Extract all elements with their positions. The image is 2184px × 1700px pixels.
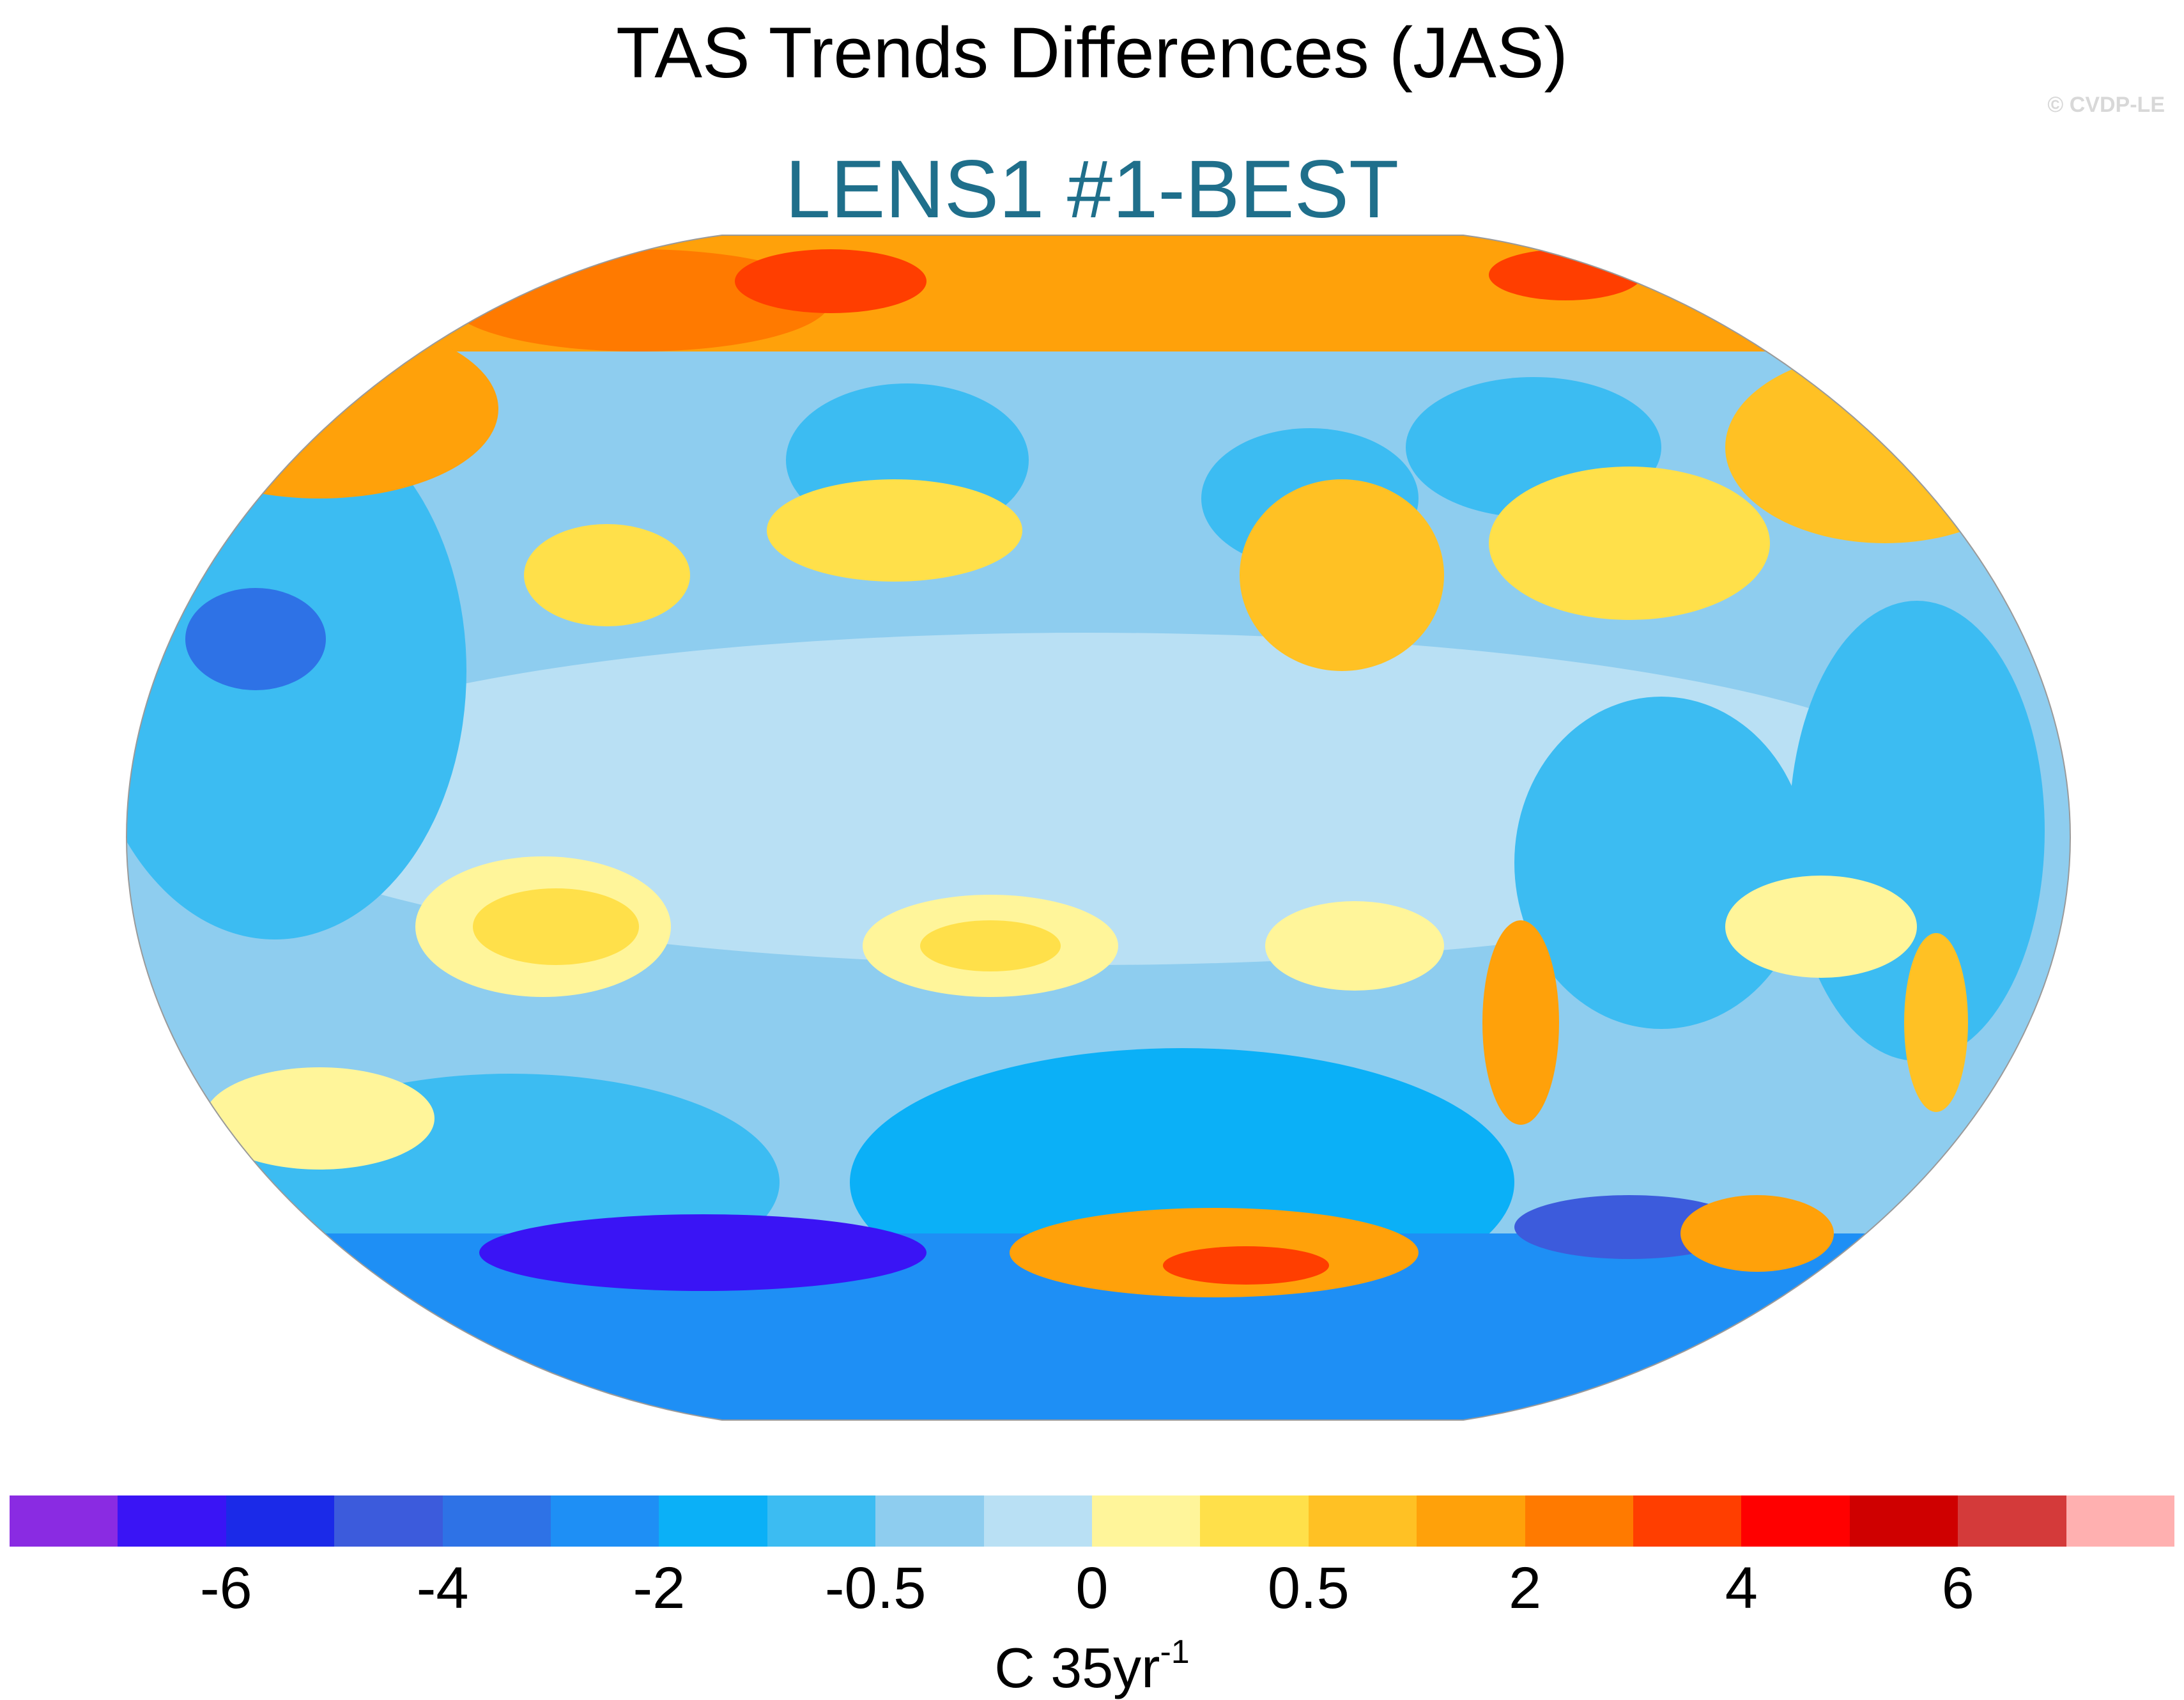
colorbar-swatch	[1633, 1495, 1742, 1547]
copyright-notice: © CVDP-LE	[2047, 93, 2165, 117]
colorbar-swatch	[10, 1495, 118, 1547]
ross-sea-hot-core	[1163, 1246, 1329, 1285]
south-america-warm-patch	[1482, 920, 1559, 1125]
colorbar-tick-label: 2	[1509, 1556, 1542, 1621]
colorbar-swatch	[1741, 1495, 1850, 1547]
kuroshio-warm-patch	[767, 479, 1022, 582]
north-america-warm-region	[1240, 479, 1444, 671]
map-subtitle: LENS1 #1-BEST	[785, 144, 1399, 235]
south-indian-warm-patch	[204, 1067, 434, 1170]
arctic-hot-core	[735, 249, 927, 313]
colorbar-tick-label: -4	[416, 1556, 469, 1621]
colorbar-swatch	[1308, 1495, 1417, 1547]
colorbar-swatch	[226, 1495, 335, 1547]
colorbar-tick-label: 6	[1941, 1556, 1974, 1621]
colorbar-swatch	[118, 1495, 227, 1547]
colorbar-swatch	[1849, 1495, 1958, 1547]
maritime-warm-core	[473, 888, 639, 965]
colorbar-swatch	[1200, 1495, 1309, 1547]
colorbar-swatch	[983, 1495, 1093, 1547]
colorbar-swatch	[1525, 1495, 1634, 1547]
pacific-warm-core	[920, 920, 1061, 971]
siberia-warm-region	[141, 320, 498, 498]
cool-patch	[185, 588, 326, 690]
colorbar-tick-label: -2	[633, 1556, 686, 1621]
colorbar-swatch	[2066, 1495, 2175, 1547]
colorbar-swatch	[767, 1495, 876, 1547]
atlantic-warm-region	[1489, 467, 1770, 620]
colorbar-units: C 35yr-1	[0, 1620, 2184, 1700]
units-main: C 35yr	[994, 1636, 1160, 1699]
colorbar-tick-label: 0.5	[1267, 1556, 1350, 1621]
south-america-cool-region	[1514, 697, 1808, 1029]
east-pacific-warm-patch	[1265, 901, 1444, 991]
map-title: TAS Trends Differences (JAS)	[616, 13, 1568, 93]
colorbar-tick-label: -6	[199, 1556, 252, 1621]
globe-outline	[125, 235, 2072, 1421]
south-atlantic-warm-patch	[1725, 876, 1917, 978]
arctic-warm-band	[127, 235, 2070, 352]
temperature-trend-field	[127, 235, 2070, 1420]
colorbar-swatch	[659, 1495, 768, 1547]
colorbar-tick-label: 4	[1725, 1556, 1758, 1621]
antarctic-cold-core	[479, 1214, 927, 1291]
europe-warm-region	[1725, 352, 2045, 543]
colorbar-tick-label: -0.5	[824, 1556, 927, 1621]
colorbar-swatch	[1417, 1495, 1526, 1547]
weddell-warm-patch	[1680, 1195, 1834, 1272]
colorbar-swatch	[442, 1495, 551, 1547]
southeast-africa-warm-patch	[1904, 933, 1968, 1112]
colorbar-swatch	[875, 1495, 985, 1547]
colorbar-swatch	[1092, 1495, 1201, 1547]
colorbar-swatch	[551, 1495, 659, 1547]
colorbar-swatch	[334, 1495, 443, 1547]
units-exponent: -1	[1160, 1634, 1190, 1671]
colorbar-swatch	[1958, 1495, 2067, 1547]
east-asia-warm-patch	[524, 524, 690, 626]
colorbar-tick-label: 0	[1075, 1556, 1109, 1621]
